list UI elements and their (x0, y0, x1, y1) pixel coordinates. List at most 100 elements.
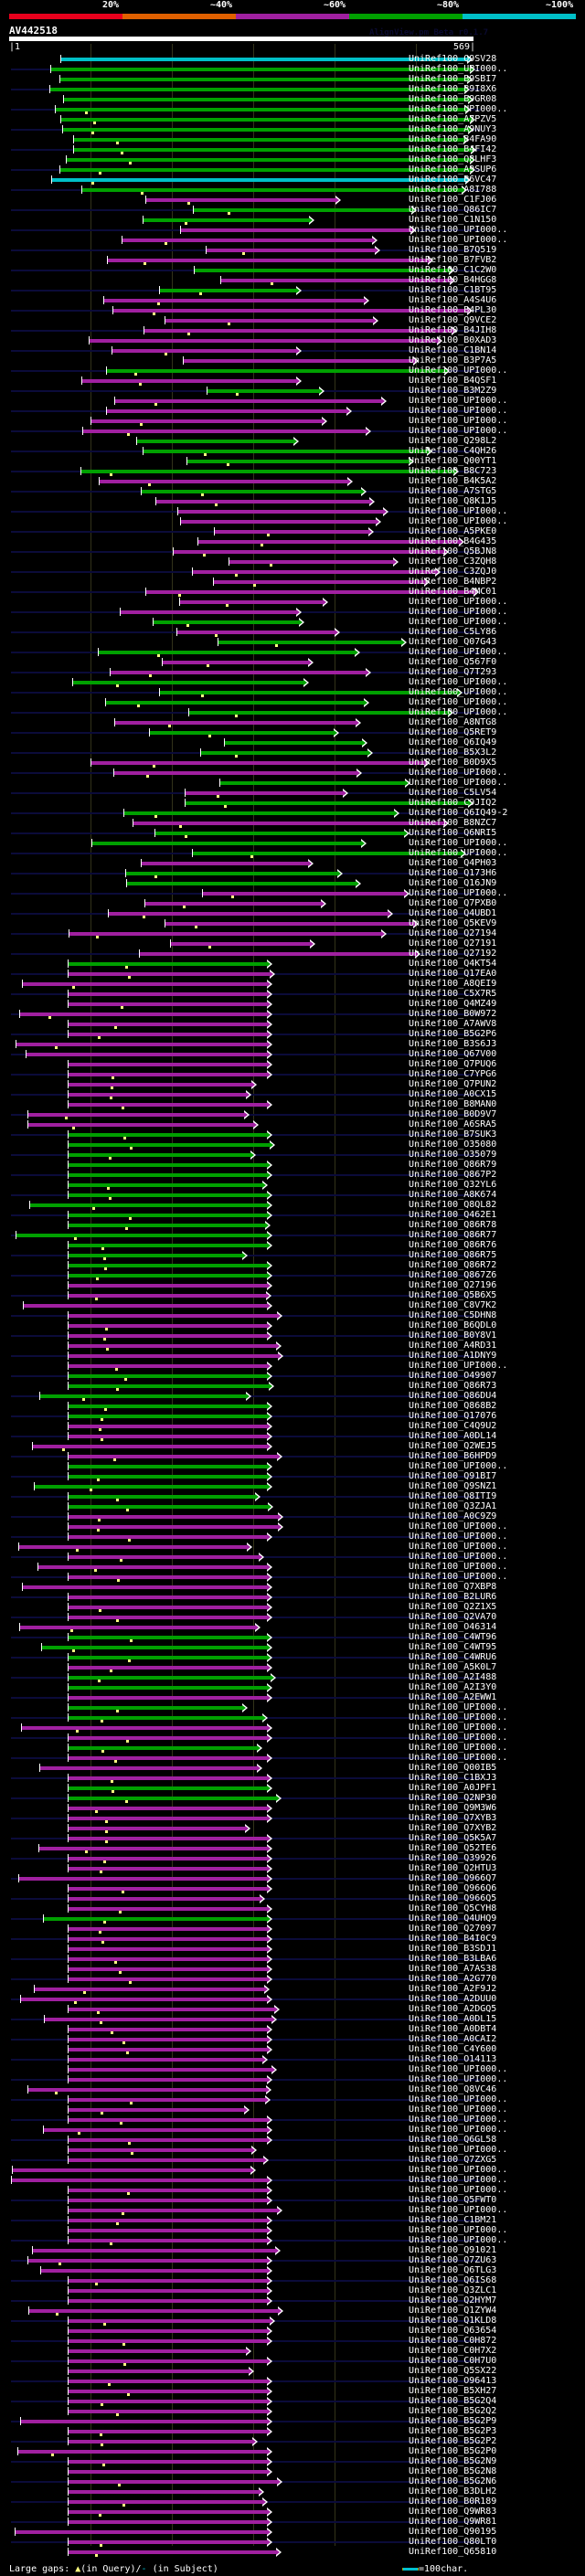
hit-row[interactable]: UniRef100_A7AWV8 (0, 1019, 585, 1030)
hit-row[interactable]: UniRef100_UPI000.. (0, 2165, 585, 2176)
hit-row[interactable]: UniRef100_B0R189 (0, 2496, 585, 2507)
hit-row[interactable]: UniRef100_Q86R76 (0, 1240, 585, 1251)
hit-label[interactable]: UniRef100_Q966Q6 (409, 1883, 497, 1893)
hit-label[interactable]: UniRef100_A8NTG8 (409, 717, 497, 727)
hit-label[interactable]: UniRef100_UPI000.. (409, 607, 508, 617)
hit-row[interactable]: UniRef100_Q7ZU63 (0, 2255, 585, 2266)
hit-label[interactable]: UniRef100_B4HGG8 (409, 275, 497, 285)
hit-label[interactable]: UniRef100_B6QDL0 (409, 1320, 497, 1330)
hit-row[interactable]: UniRef100_UPI000.. (0, 647, 585, 658)
hit-row[interactable]: UniRef100_B3P7A5 (0, 355, 585, 366)
hit-label[interactable]: UniRef100_UPI000.. (409, 2115, 508, 2125)
hit-row[interactable]: UniRef100_Q966Q7 (0, 1873, 585, 1884)
hit-label[interactable]: UniRef100_Q966Q5 (409, 1893, 497, 1903)
hit-label[interactable]: UniRef100_Q2VA70 (409, 1612, 497, 1622)
hit-label[interactable]: UniRef100_A9SUP6 (409, 164, 497, 175)
hit-label[interactable]: UniRef100_C0H7U0 (409, 2356, 497, 2366)
hit-row[interactable]: UniRef100_UPI000.. (0, 2104, 585, 2115)
hit-label[interactable]: UniRef100_UPI000.. (409, 647, 508, 657)
hit-row[interactable]: UniRef100_C1BXJ3 (0, 1773, 585, 1784)
hit-label[interactable]: UniRef100_C4Y600 (409, 2044, 497, 2054)
hit-row[interactable]: UniRef100_B6QDL0 (0, 1320, 585, 1331)
hit-row[interactable]: UniRef100_C4Q9U2 (0, 1421, 585, 1432)
hit-row[interactable]: UniRef100_Q7T293 (0, 667, 585, 678)
hit-row[interactable]: UniRef100_Q00YT1 (0, 456, 585, 467)
hit-row[interactable]: UniRef100_Q27192 (0, 949, 585, 959)
hit-label[interactable]: UniRef100_UPI000.. (409, 1702, 508, 1712)
hit-row[interactable]: UniRef100_C1N150 (0, 215, 585, 226)
hit-label[interactable]: UniRef100_C1BN14 (409, 345, 497, 355)
hit-row[interactable]: UniRef100_B9I8X6 (0, 84, 585, 95)
hit-label[interactable]: UniRef100_C1BT95 (409, 285, 497, 295)
hit-label[interactable]: UniRef100_B4MC01 (409, 587, 497, 597)
hit-label[interactable]: UniRef100_UPI000.. (409, 2104, 508, 2115)
hit-row[interactable]: UniRef100_A9SUP6 (0, 164, 585, 175)
hit-label[interactable]: UniRef100_Q90195 (409, 2527, 497, 2537)
hit-row[interactable]: UniRef100_O35079 (0, 1150, 585, 1161)
hit-row[interactable]: UniRef100_UPI000.. (0, 768, 585, 779)
hit-label[interactable]: UniRef100_Q5RET9 (409, 727, 497, 737)
hit-label[interactable]: UniRef100_B0XAD3 (409, 335, 497, 345)
hit-row[interactable]: UniRef100_B4NBP2 (0, 577, 585, 588)
hit-label[interactable]: UniRef100_Q86R77 (409, 1230, 497, 1240)
hit-label[interactable]: UniRef100_Q1ZYW4 (409, 2306, 497, 2316)
hit-label[interactable]: UniRef100_UPI000.. (409, 1461, 508, 1471)
hit-label[interactable]: UniRef100_UPI000.. (409, 516, 508, 526)
hit-row[interactable]: UniRef100_Q2WEJ5 (0, 1441, 585, 1452)
hit-label[interactable]: UniRef100_Q6GL58 (409, 2135, 497, 2145)
hit-label[interactable]: UniRef100_UPI000.. (409, 104, 508, 114)
hit-label[interactable]: UniRef100_UPI000.. (409, 2165, 508, 2175)
hit-row[interactable]: UniRef100_B4HGG8 (0, 275, 585, 286)
hit-label[interactable]: UniRef100_Q4KT54 (409, 959, 497, 969)
hit-label[interactable]: UniRef100_Q4PH03 (409, 858, 497, 868)
hit-row[interactable]: UniRef100_Q6TLG3 (0, 2265, 585, 2276)
hit-label[interactable]: UniRef100_C4Q9U2 (409, 1421, 497, 1431)
hit-label[interactable]: UniRef100_O35080 (409, 1140, 497, 1150)
hit-row[interactable]: UniRef100_C8V7K2 (0, 1300, 585, 1311)
hit-label[interactable]: UniRef100_Q8QL82 (409, 1200, 497, 1210)
hit-row[interactable]: UniRef100_Q2NP30 (0, 1793, 585, 1804)
hit-label[interactable]: UniRef100_C5X7R5 (409, 989, 497, 999)
hit-row[interactable]: UniRef100_UPI000.. (0, 1361, 585, 1372)
hit-label[interactable]: UniRef100_B0R189 (409, 2496, 497, 2507)
hit-row[interactable]: UniRef100_Q00IB5 (0, 1763, 585, 1774)
hit-label[interactable]: UniRef100_UPI000.. (409, 64, 508, 74)
hit-label[interactable]: UniRef100_Q86R75 (409, 1250, 497, 1260)
hit-row[interactable]: UniRef100_UPI000.. (0, 1753, 585, 1764)
hit-row[interactable]: UniRef100_UPI000.. (0, 1733, 585, 1744)
hit-label[interactable]: UniRef100_UPI000.. (409, 617, 508, 627)
hit-row[interactable]: UniRef100_Q17076 (0, 1411, 585, 1422)
hit-row[interactable]: UniRef100_Q868B2 (0, 1401, 585, 1412)
hit-row[interactable]: UniRef100_B3LBA6 (0, 1954, 585, 1965)
hit-label[interactable]: UniRef100_C1BXJ3 (409, 1773, 497, 1783)
hit-label[interactable]: UniRef100_B4QSF1 (409, 376, 497, 386)
hit-label[interactable]: UniRef100_C1BM21 (409, 2215, 497, 2225)
hit-label[interactable]: UniRef100_B8NZC7 (409, 818, 497, 828)
hit-row[interactable]: UniRef100_B0W972 (0, 1009, 585, 1020)
hit-label[interactable]: UniRef100_A2I488 (409, 1672, 497, 1682)
hit-row[interactable]: UniRef100_B7SUK3 (0, 1129, 585, 1140)
hit-label[interactable]: UniRef100_B5G2P3 (409, 2426, 497, 2436)
hit-label[interactable]: UniRef100_UPI000.. (409, 1733, 508, 1743)
hit-label[interactable]: UniRef100_B8C723 (409, 466, 497, 476)
hit-label[interactable]: UniRef100_Q86R72 (409, 1260, 497, 1270)
hit-row[interactable]: UniRef100_C1BM21 (0, 2215, 585, 2226)
hit-row[interactable]: UniRef100_Q4UHQ9 (0, 1913, 585, 1924)
hit-row[interactable]: UniRef100_Q966Q6 (0, 1883, 585, 1894)
hit-row[interactable]: UniRef100_B3DLH2 (0, 2486, 585, 2497)
hit-row[interactable]: UniRef100_C5X7R5 (0, 989, 585, 1000)
hit-row[interactable]: UniRef100_Q5B6X5 (0, 1290, 585, 1301)
hit-row[interactable]: UniRef100_Q52TE6 (0, 1843, 585, 1854)
hit-label[interactable]: UniRef100_A1DNY9 (409, 1351, 497, 1361)
hit-label[interactable]: UniRef100_Q17076 (409, 1411, 497, 1421)
hit-row[interactable]: UniRef100_Q9M3W6 (0, 1803, 585, 1814)
hit-row[interactable]: UniRef100_C1C2W0 (0, 265, 585, 276)
hit-label[interactable]: UniRef100_B4NBP2 (409, 577, 497, 587)
hit-row[interactable]: UniRef100_A2EWW1 (0, 1692, 585, 1703)
hit-row[interactable]: UniRef100_Q67V00 (0, 1049, 585, 1060)
hit-label[interactable]: UniRef100_C5DHN8 (409, 1310, 497, 1320)
hit-label[interactable]: UniRef100_UPI000.. (409, 225, 508, 235)
hit-row[interactable]: UniRef100_Q86R75 (0, 1250, 585, 1261)
hit-row[interactable]: UniRef100_Q5K5A7 (0, 1833, 585, 1844)
hit-label[interactable]: UniRef100_Q17EA0 (409, 969, 497, 979)
